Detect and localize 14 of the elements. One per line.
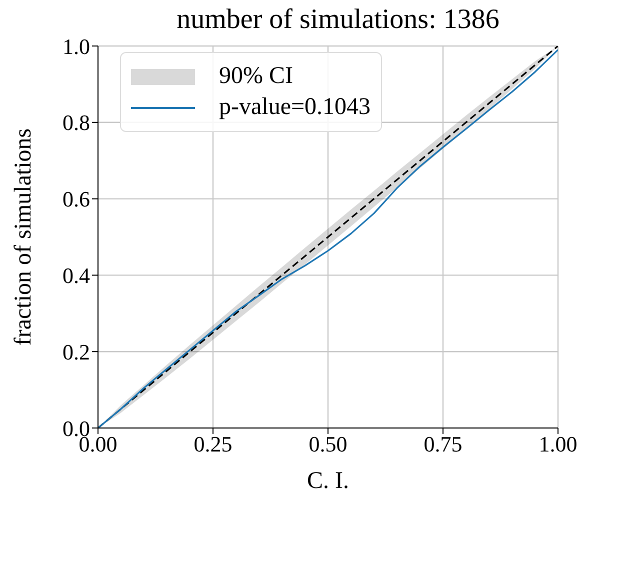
y-axis-title: fraction of simulations bbox=[10, 128, 37, 346]
x-tick-label: 1.00 bbox=[538, 432, 578, 457]
x-tick-label: 0.25 bbox=[194, 432, 232, 457]
y-tick-label: 0.6 bbox=[62, 186, 90, 212]
legend-label: p-value=0.1043 bbox=[219, 94, 370, 121]
x-tick-label: 0.75 bbox=[424, 432, 462, 457]
chart-title: number of simulations: 1386 bbox=[176, 4, 500, 35]
y-tick-label: 0.4 bbox=[62, 263, 90, 288]
legend-label: 90% CI bbox=[219, 63, 293, 90]
x-axis-title: C. I. bbox=[307, 468, 349, 494]
y-tick-label: 0.8 bbox=[62, 110, 90, 136]
y-tick-label: 1.0 bbox=[62, 34, 90, 59]
x-tick-label: 0.50 bbox=[308, 432, 348, 457]
y-tick-label: 0.2 bbox=[62, 339, 90, 364]
